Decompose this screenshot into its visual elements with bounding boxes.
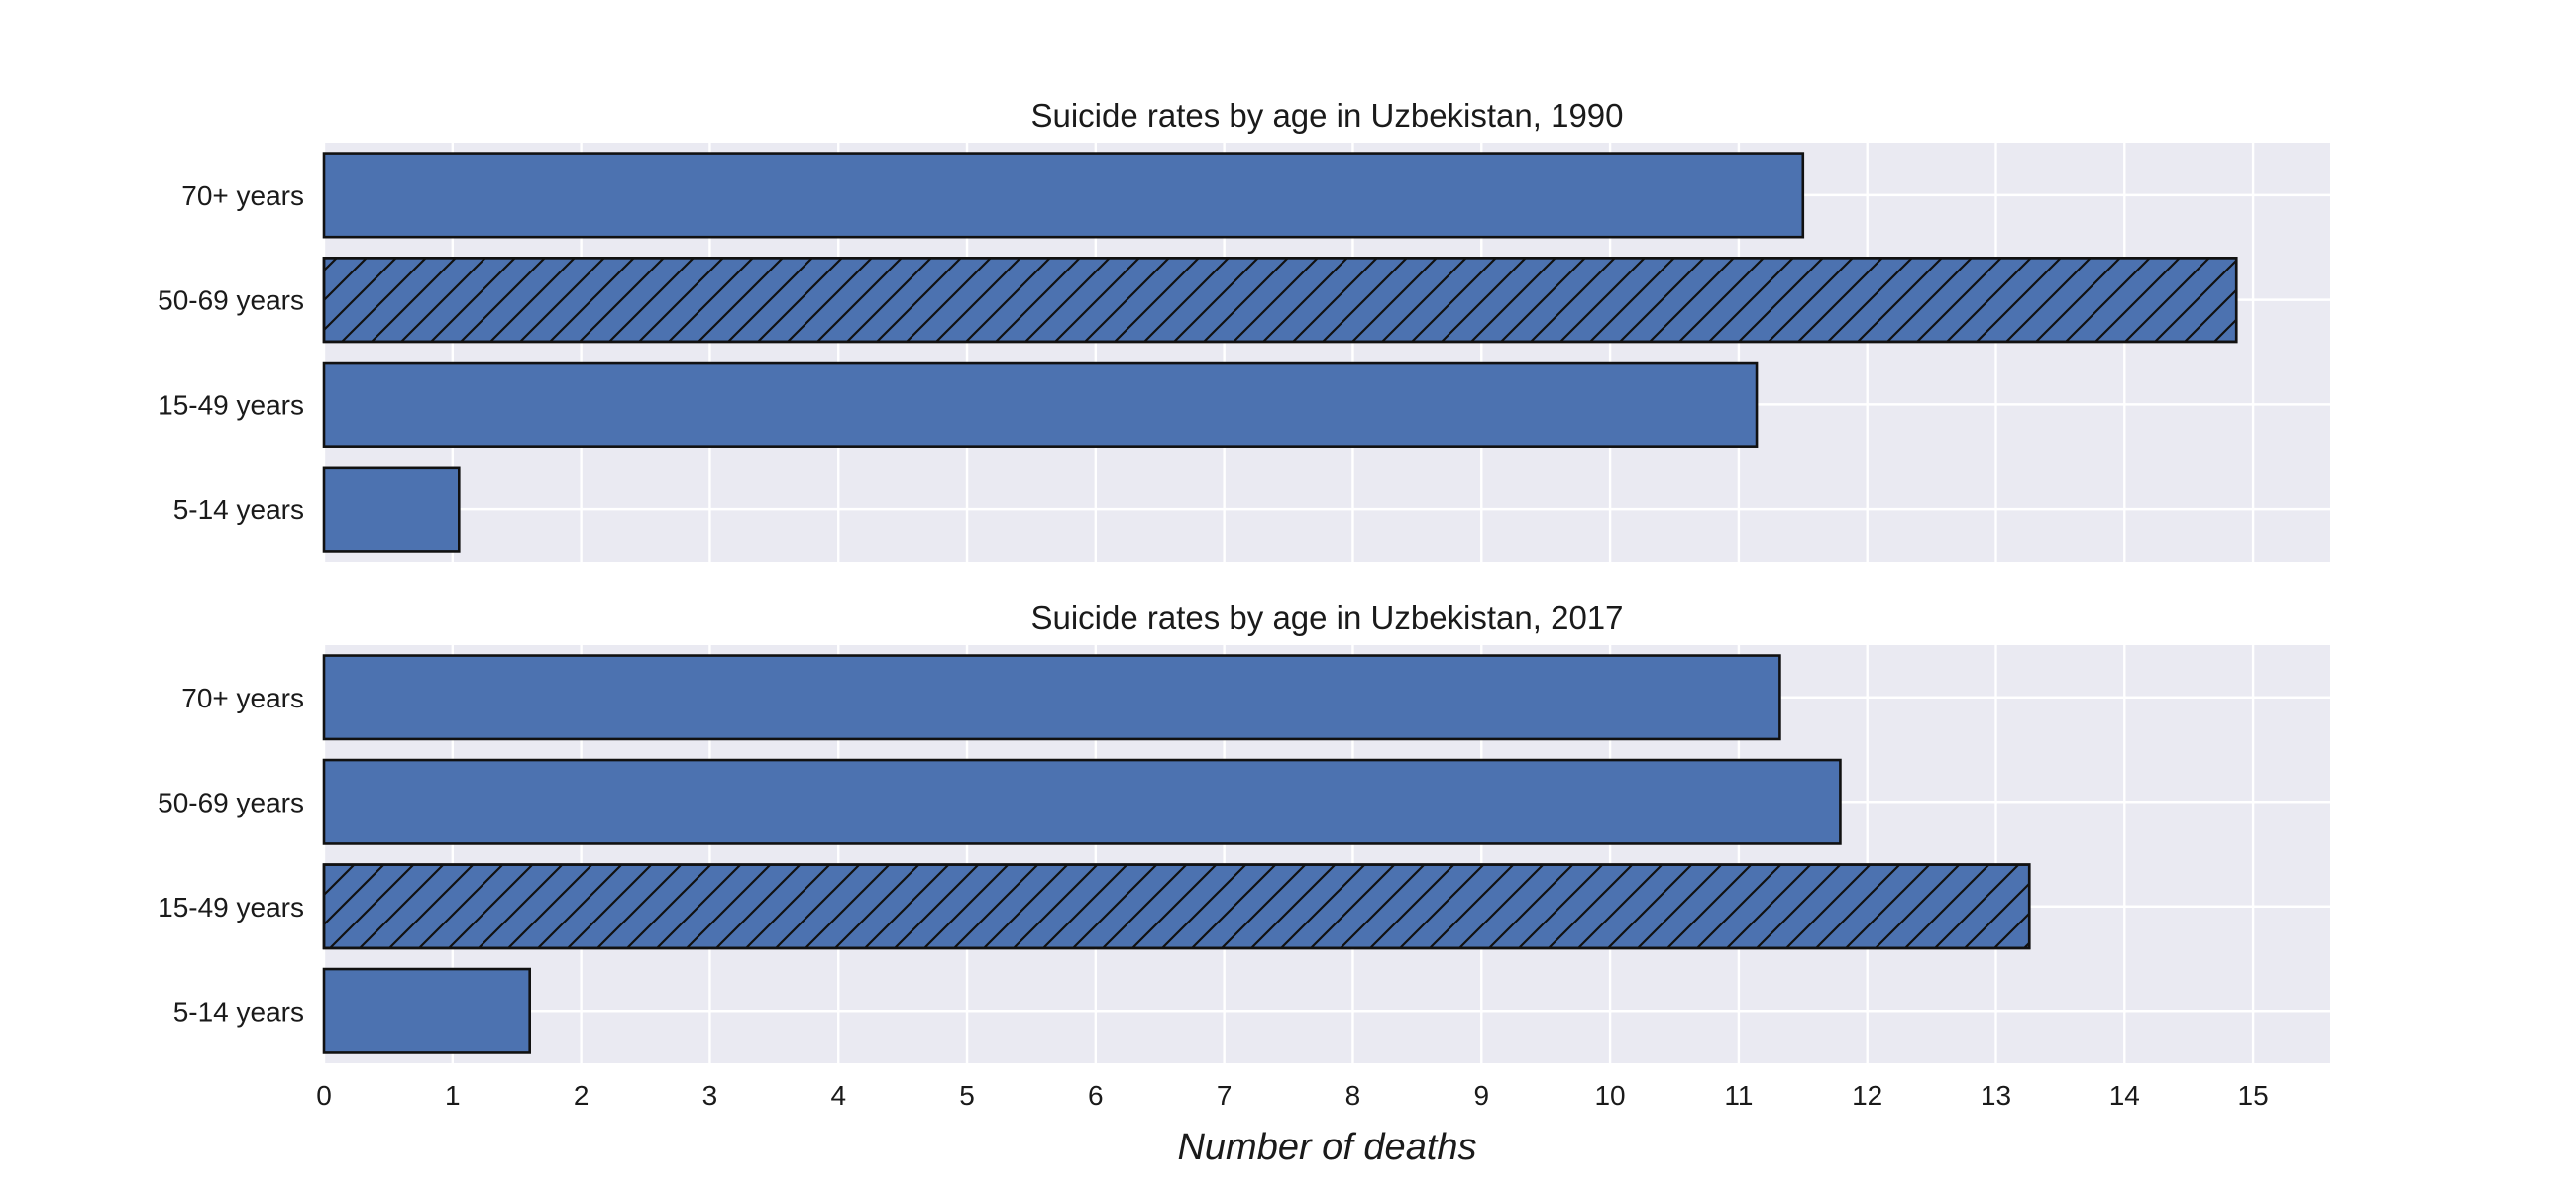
x-tick-label: 7 [1217,1080,1233,1111]
bar-5-14-years [322,967,531,1054]
bar-hatch-15-49-years [322,863,2031,950]
x-tick-label: 0 [316,1080,332,1111]
x-tick-label: 14 [2109,1080,2140,1111]
x-axis-label: Number of deaths [1177,1127,1476,1168]
bar-15-49-years [322,361,1759,448]
y-tick-label: 5-14 years [173,494,304,525]
y-tick-label: 15-49 years [158,389,304,420]
x-tick-label: 4 [830,1080,846,1111]
y-tick-label: 5-14 years [173,996,304,1027]
x-tick-label: 6 [1088,1080,1104,1111]
bar-70plus-years [322,152,1805,239]
x-tick-label: 9 [1473,1080,1489,1111]
bar-50-69-years [322,758,1842,845]
bar-70plus-years [322,654,1781,741]
x-tick-label: 12 [1852,1080,1882,1111]
bar-5-14-years [322,466,461,553]
x-tick-label: 15 [2238,1080,2269,1111]
x-tick-label: 11 [1724,1080,1753,1111]
x-tick-label: 8 [1345,1080,1361,1111]
y-tick-label: 15-49 years [158,892,304,923]
bar-hatch-50-69-years [322,257,2238,344]
x-tick-label: 1 [445,1080,461,1111]
x-tick-label: 13 [1981,1080,2011,1111]
x-tick-label: 5 [959,1080,975,1111]
chart-title: Suicide rates by age in Uzbekistan, 2017 [1030,599,1623,636]
x-tick-label: 10 [1594,1080,1625,1111]
x-tick-label: 3 [702,1080,718,1111]
y-tick-label: 70+ years [181,180,304,211]
y-tick-label: 50-69 years [158,787,304,817]
y-tick-label: 70+ years [181,683,304,713]
x-tick-label: 2 [574,1080,590,1111]
chart-title: Suicide rates by age in Uzbekistan, 1990 [1030,97,1623,134]
y-tick-label: 50-69 years [158,285,304,316]
